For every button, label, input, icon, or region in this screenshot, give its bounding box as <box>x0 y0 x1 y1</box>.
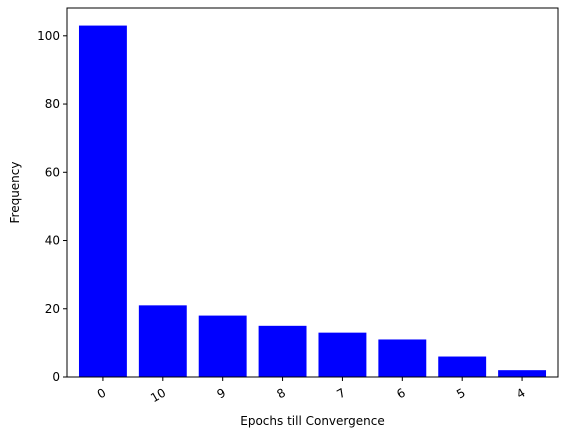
bar-5 <box>438 356 487 377</box>
bars-group <box>78 25 547 377</box>
bar-6 <box>378 339 427 377</box>
bar-7 <box>318 332 367 377</box>
x-axis-label: Epochs till Convergence <box>240 414 384 428</box>
bar-4 <box>498 370 547 377</box>
y-tick-label: 80 <box>45 97 60 111</box>
y-tick-label: 60 <box>45 165 60 179</box>
bar-8 <box>258 325 307 377</box>
y-tick-label: 20 <box>45 302 60 316</box>
y-tick-label: 100 <box>37 29 60 43</box>
bar-10 <box>138 305 187 377</box>
bar-9 <box>198 315 247 377</box>
y-axis-label: Frequency <box>8 162 22 224</box>
y-tick-label: 0 <box>52 370 60 384</box>
y-tick-label: 40 <box>45 234 60 248</box>
x-tick-label: 10 <box>148 385 168 405</box>
bar-0 <box>78 25 127 377</box>
y-axis-ticks: 0 20 40 60 80 100 <box>37 29 67 384</box>
plot-frame <box>66 7 559 378</box>
